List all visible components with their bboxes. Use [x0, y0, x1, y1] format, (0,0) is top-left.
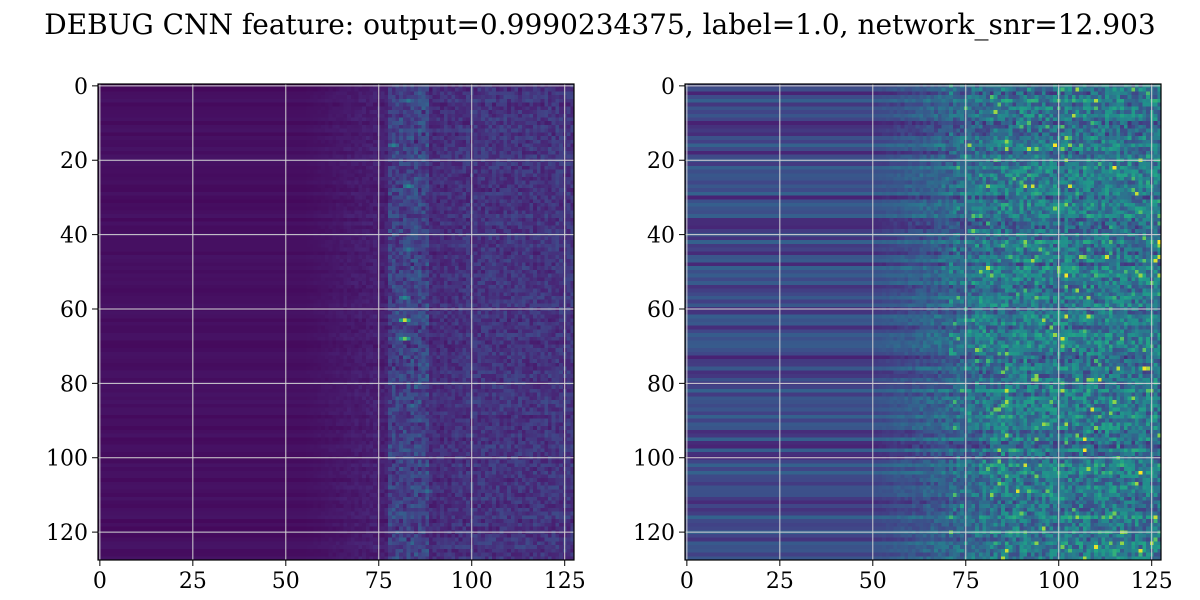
y-tick-label: 120 [633, 521, 675, 546]
x-tick-label: 0 [680, 569, 694, 594]
x-tick-label: 75 [952, 569, 980, 594]
y-tick-label: 60 [60, 298, 88, 323]
heatmap-hotspot [1131, 143, 1135, 148]
heatmap-hotspot [402, 336, 407, 341]
heatmap-hotspot [402, 318, 407, 322]
heatmap-hotspot [1019, 511, 1024, 516]
axes-frame [97, 83, 575, 561]
y-tick-label: 80 [647, 372, 675, 397]
heatmap-cells [98, 84, 574, 560]
y-tick-label: 100 [633, 447, 675, 472]
x-tick-label: 125 [544, 569, 586, 594]
x-tick-label: 0 [93, 569, 107, 594]
x-tick-label: 50 [859, 569, 887, 594]
heatmap-hotspot [971, 229, 976, 233]
heatmap-hotspot [1001, 467, 1005, 471]
heatmap-hotspot [1004, 388, 1009, 393]
heatmap-hotspot [1001, 243, 1005, 248]
x-tick-label: 50 [272, 569, 300, 594]
page-title: DEBUG CNN feature: output=0.9990234375, … [44, 8, 1156, 41]
y-tick-label: 100 [46, 447, 88, 472]
x-tick-label: 25 [766, 569, 794, 594]
heatmap-hotspot [1012, 366, 1016, 371]
x-tick-label: 125 [1131, 569, 1173, 594]
y-tick-label: 40 [647, 224, 675, 249]
axes-frame [684, 83, 1162, 561]
heatmap-hotspot [406, 247, 411, 252]
heatmap-panel-right: 0 25 50 75 100 125 0 20 40 60 80 100 120 [633, 75, 1173, 594]
x-tick-label: 100 [451, 569, 493, 594]
x-tick-label: 75 [365, 569, 393, 594]
heatmap-hotspot [1004, 277, 1009, 282]
y-tick-label: 20 [647, 149, 675, 174]
heatmap-hotspot [1112, 87, 1117, 92]
y-tick-label: 40 [60, 224, 88, 249]
heatmap-hotspot [402, 295, 407, 300]
heatmap-hotspot [425, 489, 429, 494]
heatmap-hotspot [410, 403, 415, 408]
y-tick-label: 80 [60, 372, 88, 397]
y-tick-label: 0 [74, 75, 88, 100]
heatmap-hotspot [391, 143, 396, 148]
heatmap-hotspot [1004, 139, 1009, 144]
x-tick-label: 25 [179, 569, 207, 594]
y-tick-label: 0 [661, 75, 675, 100]
heatmap-hotspot [1045, 437, 1050, 441]
heatmap-panel-left: 0 25 50 75 100 125 0 20 40 60 80 100 120 [46, 75, 586, 594]
heatmap-hotspot [406, 98, 411, 103]
x-tick-label: 100 [1038, 569, 1080, 594]
y-tick-label: 60 [647, 298, 675, 323]
heatmap-cells [685, 84, 1161, 560]
heatmap-hotspot [406, 184, 411, 189]
y-tick-label: 20 [60, 149, 88, 174]
y-tick-label: 120 [46, 521, 88, 546]
